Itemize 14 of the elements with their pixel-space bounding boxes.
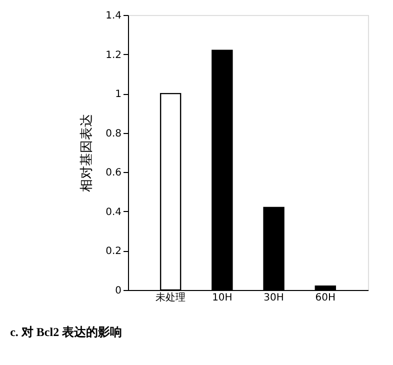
y-tick-label: 0.6 [106, 168, 122, 179]
text: c. 对 Bcl2 表达的影响 [10, 325, 122, 339]
x-tick-label: 未处理 [156, 292, 186, 304]
x-tick-label: 10H [212, 292, 232, 304]
x-tick-label: 30H [264, 292, 284, 304]
y-tick-label: 1 [115, 89, 122, 100]
y-tick-label: 0.2 [106, 246, 122, 258]
y-tick-label: 1.2 [106, 50, 122, 61]
y-tick-label: 1.4 [106, 10, 122, 22]
y-tick-label: 0.4 [106, 206, 122, 218]
x-tick-label: 60H [315, 292, 336, 304]
y-tick-label: 0.8 [106, 128, 122, 140]
y-tick-label: 0 [115, 286, 122, 296]
y-axis-title: 相对基因表达 [80, 114, 95, 192]
